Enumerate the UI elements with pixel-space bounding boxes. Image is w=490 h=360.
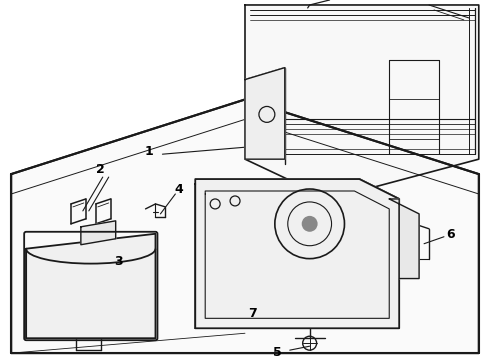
Text: 2: 2 xyxy=(97,163,105,176)
Polygon shape xyxy=(245,68,285,159)
Polygon shape xyxy=(81,221,116,245)
Polygon shape xyxy=(26,234,155,338)
Polygon shape xyxy=(389,199,419,279)
Text: 6: 6 xyxy=(446,228,455,241)
Polygon shape xyxy=(195,179,399,328)
Polygon shape xyxy=(11,99,479,353)
Text: 7: 7 xyxy=(248,307,257,320)
Circle shape xyxy=(302,216,318,232)
Text: 3: 3 xyxy=(114,255,123,268)
Text: 1: 1 xyxy=(144,145,153,158)
Text: 4: 4 xyxy=(174,183,183,195)
Text: 5: 5 xyxy=(273,346,282,359)
Polygon shape xyxy=(245,5,479,199)
